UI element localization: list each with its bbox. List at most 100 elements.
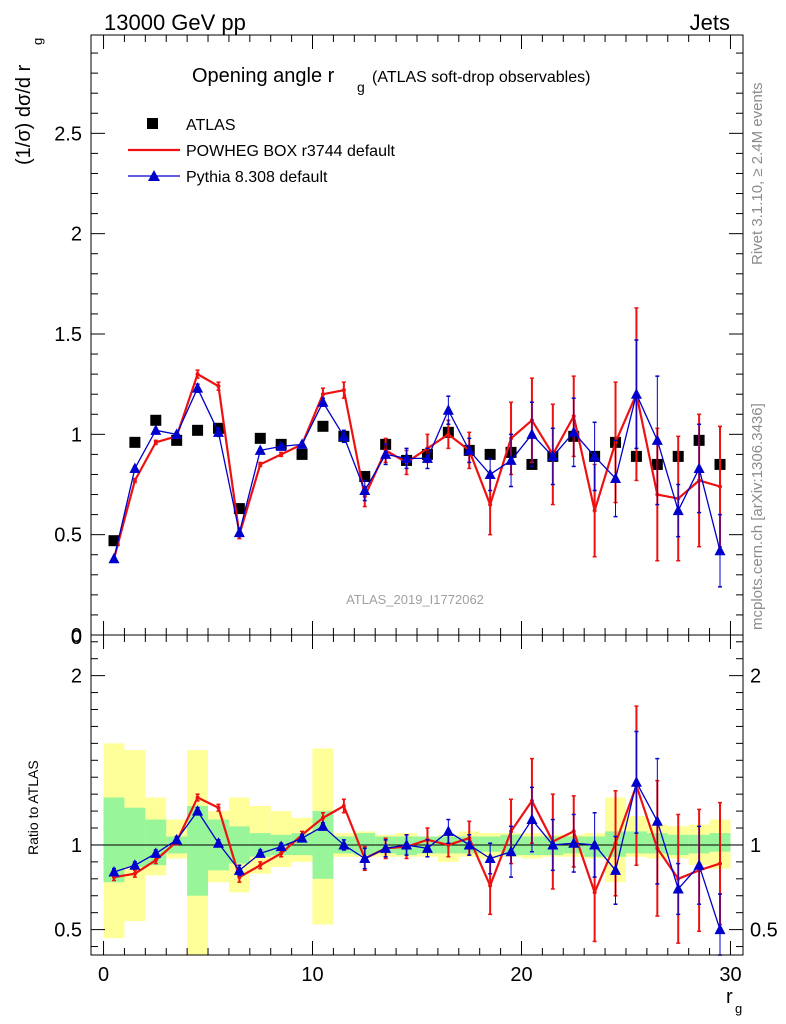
powheg-point [341, 388, 346, 393]
powheg-point [488, 502, 493, 507]
pythia-point [484, 852, 496, 863]
atlas-data-point [108, 535, 120, 547]
pythia-point [610, 864, 622, 875]
pythia-point [672, 882, 684, 894]
y-tick-label-right: 0.5 [750, 920, 778, 942]
powheg-point [216, 805, 221, 810]
pythia-line [113, 387, 721, 559]
y-tick-label: 1.5 [54, 324, 82, 346]
pythia-point [338, 838, 350, 850]
pythia-point [693, 462, 705, 473]
xlabel-text: r [726, 986, 733, 1008]
mcplots-label: mcplots.cern.ch [arXiv:1306.3436] [749, 403, 766, 630]
atlas-data-point [129, 436, 141, 448]
pythia-point [610, 472, 622, 483]
pythia-point [129, 462, 141, 473]
pythia-point [359, 852, 371, 863]
x-tick-label: 30 [719, 964, 741, 986]
powheg-point [153, 858, 158, 863]
pythia-point [317, 820, 329, 831]
powheg-point [216, 384, 221, 389]
main-ylabel: (1/σ) dσ/d r g [13, 38, 45, 165]
main-ylabel-text: (1/σ) dσ/d r [13, 64, 35, 165]
analysis-watermark: ATLAS_2019_I1772062 [346, 592, 484, 607]
main-axis-ticks: 00.511.522.50 [54, 35, 743, 649]
powheg-point [153, 440, 158, 445]
pythia-point [317, 396, 329, 407]
pythia-point [442, 404, 454, 415]
main-plot-panel: 00.511.522.50 [54, 34, 744, 649]
powheg-point [258, 863, 263, 868]
pythia-line [113, 781, 721, 930]
pythia-point [108, 866, 120, 877]
y-tick-label: 2 [71, 224, 82, 246]
pythia-point [693, 859, 705, 870]
pythia-point [505, 845, 517, 857]
y-tick-label: 2.5 [54, 123, 82, 145]
pythia-point [296, 438, 308, 449]
x-tick-label: 0 [98, 964, 109, 986]
legend-atlas-label: ATLAS [186, 117, 236, 134]
pythia-point [651, 815, 663, 826]
powheg-line [113, 784, 721, 894]
pythia-point [630, 388, 642, 399]
pythia-point [275, 440, 287, 451]
atlas-data-point [484, 448, 496, 460]
y-tick-label: 0 [71, 625, 82, 647]
pythia-point [401, 838, 413, 850]
ratio-frame [90, 634, 744, 956]
pythia-point [171, 428, 183, 439]
pythia-point [296, 832, 308, 843]
pythia-point [401, 452, 413, 463]
pythia-point [108, 552, 120, 564]
powheg-point [320, 392, 325, 397]
powheg-point [258, 462, 263, 467]
powheg-point [488, 883, 493, 888]
pythia-point [212, 837, 224, 848]
powheg-point [132, 478, 137, 483]
y-tick-label-right: 2 [750, 666, 761, 688]
pythia-point [568, 426, 580, 437]
pythia-point [254, 847, 266, 858]
x-axis-label: r g [726, 986, 742, 1016]
pythia-point [192, 805, 204, 816]
pythia-point [233, 864, 245, 875]
ratio-plot-panel: 0.5 0.51 12 20 10 20 30 [54, 634, 778, 986]
header-energy: 13000 GeV pp [104, 10, 246, 35]
powheg-point [446, 432, 451, 437]
pythia-point [505, 454, 517, 465]
pythia-point [568, 837, 580, 848]
plot-title: Opening angle r g (ATLAS soft-drop obser… [192, 65, 590, 95]
powheg-point [718, 484, 723, 489]
y-tick-label-zero: 0 [71, 627, 82, 649]
atlas-data-point [296, 448, 308, 460]
pythia-point [589, 838, 601, 850]
pythia-point [672, 504, 684, 516]
atlas-data-point [171, 434, 183, 446]
atlas-data-point [317, 420, 329, 432]
main-ylabel-sub: g [30, 38, 45, 45]
ratio-series-layer [108, 705, 726, 956]
pythia-point [380, 842, 392, 853]
band-inner-bin [145, 819, 167, 866]
pythia-point [380, 448, 392, 459]
y-tick-label: 0.5 [54, 525, 82, 547]
legend-pythia-marker [148, 170, 160, 181]
pythia-point [233, 526, 245, 538]
title-main: Opening angle r [192, 65, 335, 87]
powheg-point [592, 890, 597, 895]
pythia-point [630, 776, 642, 787]
pythia-point [651, 434, 663, 445]
pythia-point [359, 484, 371, 496]
powheg-point [718, 861, 723, 866]
legend-atlas-marker [147, 118, 158, 129]
powheg-point [320, 815, 325, 820]
rivet-label: Rivet 3.1.10, ≥ 2.4M events [749, 83, 766, 266]
y-tick-label-right: 1 [750, 835, 761, 857]
pythia-point [526, 428, 538, 439]
pythia-point [150, 847, 162, 858]
x-tick-label: 20 [510, 964, 532, 986]
atlas-data-point [359, 470, 371, 482]
pythia-point [526, 813, 538, 825]
